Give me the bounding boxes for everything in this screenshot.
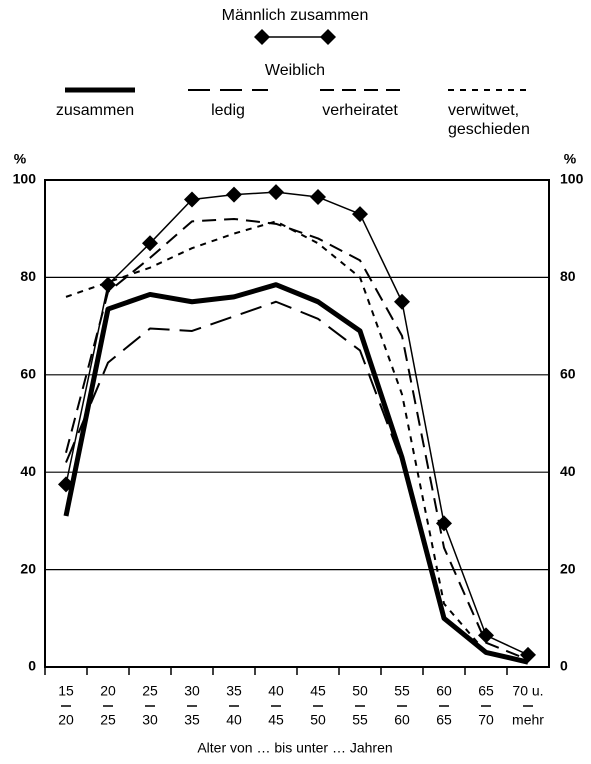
series-line — [65, 217, 529, 661]
x-tick-label: 65 — [436, 712, 452, 728]
legend-label: verheiratet — [322, 102, 398, 119]
x-tick-label: 40 — [268, 683, 284, 699]
x-tick-label: 35 — [226, 683, 242, 699]
x-tick-label: 70 — [478, 712, 494, 728]
x-tick-label: 30 — [184, 683, 200, 699]
series-marker — [226, 186, 242, 203]
legend-marker — [254, 29, 270, 45]
y2-tick-label: 0 — [560, 658, 568, 674]
series-marker — [394, 293, 410, 310]
series-line — [65, 220, 529, 664]
series-line — [65, 191, 529, 656]
y-unit: % — [14, 151, 27, 167]
y2-tick-label: 60 — [560, 366, 576, 382]
x-tick-label: 60 — [436, 683, 452, 699]
plot-frame — [44, 179, 550, 668]
legend-label: verwitwet, geschieden — [448, 102, 530, 138]
x-tick-label: 55 — [394, 683, 410, 699]
series-marker — [142, 235, 158, 252]
x-tick-label: 45 — [268, 712, 284, 728]
series-marker — [184, 191, 200, 208]
y2-unit: % — [564, 151, 577, 167]
x-tick-label: 45 — [310, 683, 326, 699]
y2-tick-label: 100 — [560, 171, 584, 187]
x-axis-label: Alter von … bis unter … Jahren — [197, 740, 392, 756]
x-tick-label: 40 — [226, 712, 242, 728]
y2-tick-label: 40 — [560, 463, 576, 479]
series-line — [65, 300, 529, 664]
x-tick-label: 70 u. — [512, 683, 543, 699]
x-tick-label: 25 — [100, 712, 116, 728]
legend-label: Männlich zusammen — [221, 7, 369, 24]
y-tick-label: 40 — [20, 463, 36, 479]
legend-label: zusammen — [55, 102, 135, 119]
x-tick-label: 65 — [478, 683, 494, 699]
x-tick-label: 20 — [58, 712, 74, 728]
series-marker — [352, 206, 368, 223]
y-tick-label: 60 — [20, 366, 36, 382]
x-tick-label: 50 — [310, 712, 326, 728]
legend-group-title: Weiblich — [264, 62, 326, 79]
x-tick-label: 60 — [394, 712, 410, 728]
y2-tick-label: 20 — [560, 560, 576, 576]
x-tick-label: 30 — [142, 712, 158, 728]
x-tick-label: 50 — [352, 683, 368, 699]
series-marker — [310, 189, 326, 206]
legend-label: ledig — [211, 102, 245, 119]
y-tick-label: 20 — [20, 560, 36, 576]
x-tick-label: 55 — [352, 712, 368, 728]
x-tick-label: mehr — [512, 712, 544, 728]
y2-tick-label: 80 — [560, 268, 576, 284]
x-tick-label: 35 — [184, 712, 200, 728]
series-marker — [268, 184, 284, 201]
x-tick-label: 25 — [142, 683, 158, 699]
x-tick-label: 15 — [58, 683, 74, 699]
x-tick-label: 20 — [100, 683, 116, 699]
legend-marker — [320, 29, 336, 45]
y-tick-label: 100 — [13, 171, 37, 187]
y-tick-label: 80 — [20, 268, 36, 284]
y-tick-label: 0 — [28, 658, 36, 674]
